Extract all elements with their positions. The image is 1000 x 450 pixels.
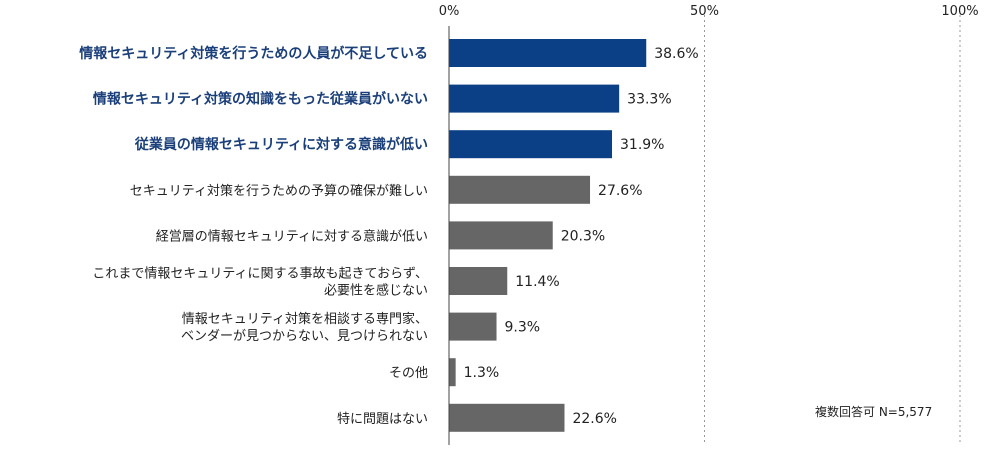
category-label: 特に問題はない [337,412,428,427]
bar [449,175,591,204]
category-label: これまで情報セキュリティに関する事故も起きておらず、必要性を感じない [92,267,428,299]
value-label: 33.3% [627,92,671,108]
value-label: 20.3% [561,228,605,244]
category-label-line: これまで情報セキュリティに関する事故も起きておらず、 [92,267,428,282]
bar [449,130,613,159]
value-label: 38.6% [654,46,698,62]
category-label-line: 情報セキュリティ対策を相談する専門家、 [182,311,428,327]
value-label: 27.6% [598,183,642,199]
bar [449,84,620,113]
sample-note: 複数回答可 N=5,577 [815,405,933,419]
category-label-line: ベンダーが見つからない、見つけられない [181,329,428,344]
bar [449,267,508,295]
category-label-line: 情報セキュリティ対策を行うための人員が不足している [79,45,428,62]
bar [449,312,497,341]
category-label-line: 必要性を感じない [324,283,428,299]
category-label-line: 情報セキュリティ対策の知識をもった従業員がいない [93,91,428,108]
category-label-line: 従業員の情報セキュリティに対する意識が低い [134,136,428,153]
value-label: 22.6% [572,411,616,427]
category-label: 情報セキュリティ対策の知識をもった従業員がいない [93,91,428,108]
category-label: 経営層の情報セキュリティに対する意識が低い [156,228,428,244]
value-label: 1.3% [464,365,500,381]
category-label: 情報セキュリティ対策を行うための人員が不足している [79,45,428,62]
category-label-line: セキュリティ対策を行うための予算の確保が難しい [130,183,428,199]
category-label-line: 経営層の情報セキュリティに対する意識が低い [156,228,428,244]
category-label: セキュリティ対策を行うための予算の確保が難しい [130,183,428,199]
category-label-line: その他 [389,366,428,381]
value-label: 11.4% [515,274,559,290]
category-label: その他 [389,366,428,381]
bar [449,39,647,67]
bar [449,358,456,387]
x-tick-label: 50% [690,4,719,19]
value-label: 31.9% [620,137,664,153]
x-tick-label: 0% [439,4,460,19]
category-label: 従業員の情報セキュリティに対する意識が低い [134,136,428,153]
category-label-line: 特に問題はない [337,412,428,427]
x-tick-label: 100% [941,4,978,19]
category-label: 情報セキュリティ対策を相談する専門家、ベンダーが見つからない、見つけられない [181,311,428,344]
bar [449,403,565,432]
bar [449,221,553,250]
value-label: 9.3% [505,320,541,336]
